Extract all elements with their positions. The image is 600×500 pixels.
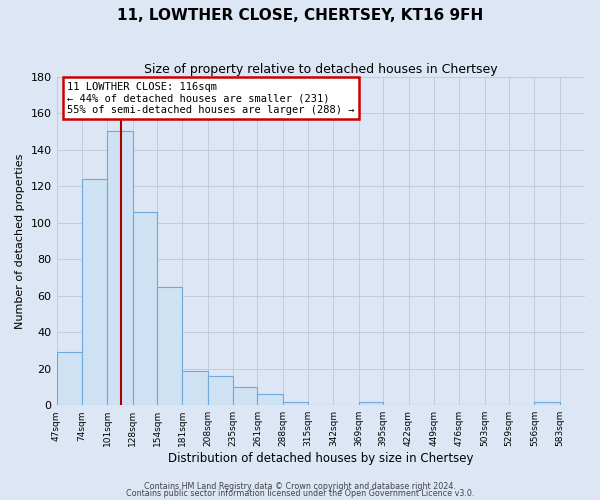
Bar	[182, 370, 208, 405]
Y-axis label: Number of detached properties: Number of detached properties	[15, 153, 25, 328]
Text: Contains HM Land Registry data © Crown copyright and database right 2024.: Contains HM Land Registry data © Crown c…	[144, 482, 456, 491]
Bar	[133, 212, 157, 405]
Bar	[535, 402, 560, 405]
Bar	[208, 376, 233, 405]
Bar	[82, 179, 107, 405]
Bar	[157, 286, 182, 405]
Bar	[283, 402, 308, 405]
Bar	[359, 402, 383, 405]
Bar	[107, 132, 133, 405]
Bar	[233, 387, 257, 405]
Bar	[56, 352, 82, 405]
Text: Contains public sector information licensed under the Open Government Licence v3: Contains public sector information licen…	[126, 490, 474, 498]
Title: Size of property relative to detached houses in Chertsey: Size of property relative to detached ho…	[144, 62, 497, 76]
X-axis label: Distribution of detached houses by size in Chertsey: Distribution of detached houses by size …	[168, 452, 473, 465]
Text: 11 LOWTHER CLOSE: 116sqm
← 44% of detached houses are smaller (231)
55% of semi-: 11 LOWTHER CLOSE: 116sqm ← 44% of detach…	[67, 82, 355, 115]
Bar	[257, 394, 283, 405]
Text: 11, LOWTHER CLOSE, CHERTSEY, KT16 9FH: 11, LOWTHER CLOSE, CHERTSEY, KT16 9FH	[117, 8, 483, 22]
